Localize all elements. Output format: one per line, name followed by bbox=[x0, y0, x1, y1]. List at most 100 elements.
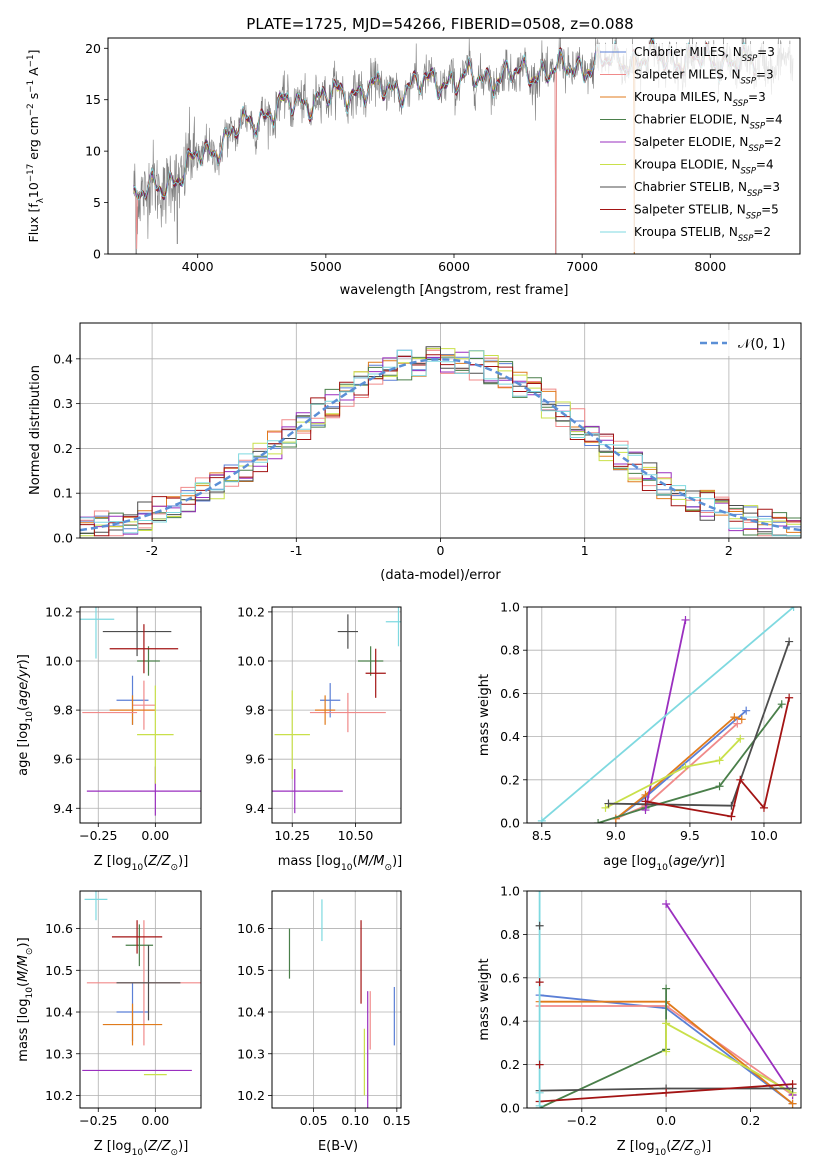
massweight-line bbox=[615, 716, 743, 820]
x-axis-label: Z [log10(Z/Z⊙)] bbox=[94, 1139, 189, 1158]
x-tick-label: 5000 bbox=[310, 259, 342, 274]
plot-area bbox=[82, 891, 201, 1076]
plus-marker bbox=[785, 693, 794, 702]
x-axis-label: mass [log10(M/M⊙)] bbox=[278, 854, 402, 873]
model-spectrum-line bbox=[133, 38, 756, 201]
x-tick-label: −0.25 bbox=[79, 1113, 117, 1128]
legend-entry: 𝒩(0, 1) bbox=[738, 337, 785, 352]
legend-entry: Kroupa STELIB, NSSP=2 bbox=[634, 225, 771, 243]
plus-marker bbox=[535, 1060, 544, 1069]
legend-entry: Salpeter MILES, NSSP=3 bbox=[634, 68, 774, 86]
plus-marker bbox=[641, 797, 650, 806]
y-axis-label: mass weight bbox=[477, 958, 492, 1040]
age-vs-metallicity-panel: −0.25 0.00 9.4 9.6 9.8 10.0 10.2 Z [log10(Z/Z⊙)… bbox=[16, 604, 202, 873]
y-axis-label: mass weight bbox=[477, 674, 492, 756]
plus-marker bbox=[730, 713, 739, 722]
plot-area bbox=[288, 899, 395, 1108]
x-tick-label: 0.15 bbox=[383, 1113, 411, 1128]
y-tick-label: 0.0 bbox=[500, 816, 520, 831]
x-tick-label: 0.00 bbox=[141, 1113, 169, 1128]
plus-marker bbox=[737, 715, 746, 724]
y-tick-label: 0.0 bbox=[53, 531, 73, 546]
residual-histogram-step bbox=[80, 354, 801, 537]
y-axis-label: mass [log10(M/M⊙)] bbox=[16, 937, 35, 1061]
plus-marker bbox=[681, 762, 690, 771]
x-axis-label: age [log10(age/yr)] bbox=[603, 854, 725, 873]
plot-area bbox=[80, 346, 801, 537]
y-tick-label: 0.2 bbox=[500, 772, 520, 787]
y-tick-label: 0.6 bbox=[500, 970, 520, 985]
x-tick-label: 0.05 bbox=[300, 1113, 328, 1128]
y-tick-label: 10.2 bbox=[45, 1088, 73, 1103]
axes-frame bbox=[79, 890, 202, 1109]
plus-marker bbox=[715, 756, 724, 765]
residuals-panel: -2 -1 0 1 2 0.0 0.1 0.2 0.3 0.4 (data-model)/error… bbox=[28, 322, 802, 583]
massweight-line bbox=[665, 903, 794, 1096]
plus-marker bbox=[715, 782, 724, 791]
y-tick-label: 9.8 bbox=[245, 703, 265, 718]
gaussian-curve bbox=[80, 358, 801, 532]
y-tick-label: 9.8 bbox=[53, 703, 73, 718]
x-tick-label: 9.5 bbox=[680, 828, 700, 843]
plus-marker bbox=[662, 900, 671, 909]
x-axis-label: Z [log10(Z/Z⊙)] bbox=[617, 1139, 712, 1158]
y-tick-label: 0.8 bbox=[500, 927, 520, 942]
legend-entry: Chabrier ELODIE, NSSP=4 bbox=[634, 113, 783, 131]
y-tick-label: 5 bbox=[93, 195, 101, 210]
y-tick-label: 0.4 bbox=[53, 351, 73, 366]
y-tick-label: 10.6 bbox=[237, 921, 265, 936]
massweight-line bbox=[665, 1021, 794, 1094]
age-vs-mass-panel: 10.25 10.50 9.4 9.6 9.8 10.0 10.2 mass [log10(M… bbox=[237, 604, 402, 873]
y-tick-label: 0.4 bbox=[500, 729, 520, 744]
y-tick-label: 9.4 bbox=[245, 801, 265, 816]
y-tick-label: 10.0 bbox=[237, 654, 265, 669]
x-tick-label: 0.10 bbox=[341, 1113, 369, 1128]
plus-marker bbox=[733, 719, 742, 728]
plus-marker bbox=[789, 607, 798, 611]
plus-marker bbox=[535, 1088, 544, 1097]
plus-marker bbox=[594, 819, 603, 823]
x-tick-label: 0.00 bbox=[141, 828, 169, 843]
plus-marker bbox=[736, 734, 745, 743]
massweight-line bbox=[608, 641, 791, 807]
plus-marker bbox=[601, 803, 610, 812]
plus-marker bbox=[535, 1101, 544, 1108]
y-tick-label: 0.2 bbox=[500, 1057, 520, 1072]
y-tick-label: 10.5 bbox=[45, 963, 73, 978]
y-tick-label: 10.0 bbox=[45, 654, 73, 669]
x-tick-label: 1 bbox=[581, 543, 589, 558]
mass-vs-ebv-panel: 0.05 0.10 0.15 10.2 10.3 10.4 10.5 10.6 E(B-V) bbox=[237, 890, 411, 1154]
massweight-line bbox=[597, 703, 783, 823]
plus-marker bbox=[641, 806, 650, 815]
y-tick-label: 0.3 bbox=[53, 396, 73, 411]
plus-marker bbox=[662, 1088, 671, 1097]
x-tick-label: 8000 bbox=[694, 259, 726, 274]
y-tick-label: 10 bbox=[85, 144, 101, 159]
y-tick-label: 9.6 bbox=[53, 752, 73, 767]
axes-frame bbox=[271, 606, 402, 824]
x-tick-label: 9.0 bbox=[606, 828, 626, 843]
legend-entry: Salpeter ELODIE, NSSP=2 bbox=[634, 135, 782, 153]
x-tick-label: −0.2 bbox=[567, 1113, 597, 1128]
plot-area bbox=[272, 607, 401, 814]
plus-marker bbox=[662, 1019, 671, 1028]
y-tick-label: 10.2 bbox=[237, 604, 265, 619]
y-tick-label: 0.1 bbox=[53, 486, 73, 501]
plus-marker bbox=[681, 615, 690, 624]
y-tick-label: 0.6 bbox=[500, 686, 520, 701]
spectrum-panel: 4000 5000 6000 7000 8000 0 5 10 15 20 wavelength [… bbox=[26, 37, 801, 298]
x-tick-label: -2 bbox=[146, 543, 158, 558]
x-tick-label: 10.50 bbox=[338, 828, 374, 843]
axes-frame bbox=[526, 890, 802, 1109]
y-tick-label: 1.0 bbox=[500, 884, 520, 899]
y-tick-label: 10.2 bbox=[237, 1088, 265, 1103]
legend-entry: Salpeter STELIB, NSSP=5 bbox=[634, 203, 779, 221]
x-tick-label: 0.2 bbox=[740, 1113, 760, 1128]
plus-marker bbox=[788, 1080, 797, 1089]
x-tick-label: −0.25 bbox=[79, 828, 117, 843]
y-tick-label: 10.6 bbox=[45, 921, 73, 936]
x-tick-label: 7000 bbox=[566, 259, 598, 274]
plus-marker bbox=[788, 1099, 797, 1108]
y-tick-label: 9.4 bbox=[53, 801, 73, 816]
